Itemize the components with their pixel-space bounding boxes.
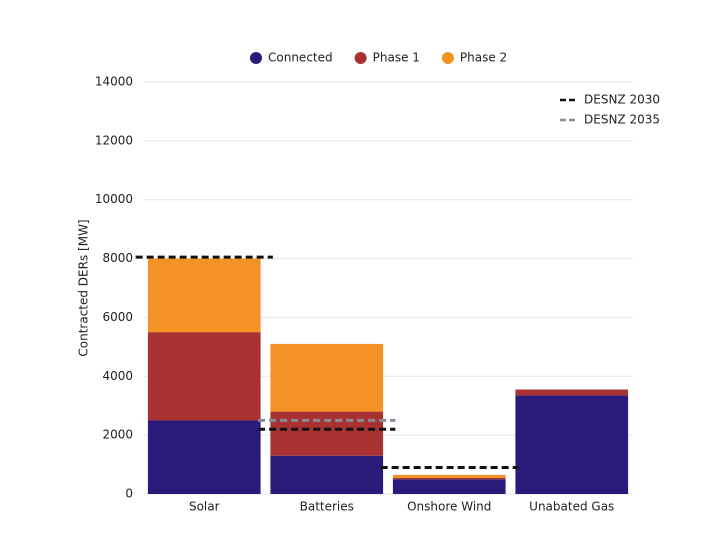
x-tick-label: Onshore Wind	[407, 500, 491, 514]
legend-label: Phase 1	[373, 51, 420, 65]
bar-segment	[270, 411, 384, 456]
bar-segment	[147, 420, 261, 494]
x-tick-label: Solar	[189, 500, 220, 514]
legend-label: Connected	[268, 51, 333, 65]
bar-segment	[515, 389, 629, 396]
bar-segment	[147, 258, 261, 333]
y-tick-label: 12000	[95, 133, 133, 147]
y-tick-label: 2000	[102, 428, 133, 442]
bar-segment	[515, 395, 629, 494]
x-tick-label: Batteries	[300, 500, 354, 514]
y-tick-label: 10000	[95, 192, 133, 206]
y-tick-label: 6000	[102, 310, 133, 324]
y-tick-label: 4000	[102, 369, 133, 383]
legend-swatch	[441, 52, 454, 64]
bar-segment	[392, 474, 506, 478]
bar-segment	[270, 455, 384, 494]
legend-swatch	[250, 52, 262, 64]
y-tick-label: 8000	[102, 251, 133, 265]
y-tick-label: 0	[125, 487, 133, 501]
legend-label: DESNZ 2030	[584, 93, 660, 107]
legend-label: Phase 2	[460, 51, 507, 65]
legend-label: DESNZ 2035	[584, 113, 660, 127]
y-axis-label: Contracted DERs [MW]	[77, 219, 91, 356]
bar-segment	[147, 332, 261, 421]
legend-swatch	[354, 52, 367, 64]
y-tick-label: 14000	[95, 75, 133, 89]
bar-segment	[392, 479, 506, 494]
x-tick-label: Unabated Gas	[529, 500, 614, 514]
bar-segment	[270, 343, 384, 412]
bar-segment	[392, 477, 506, 480]
